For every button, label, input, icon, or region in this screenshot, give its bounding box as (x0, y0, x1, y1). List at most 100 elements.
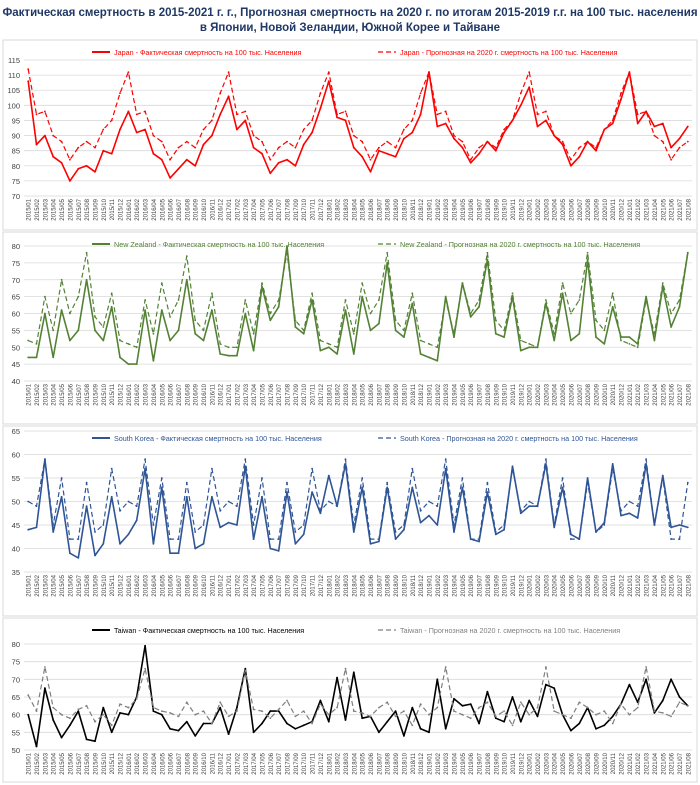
forecast-point (269, 158, 272, 161)
actual-point (302, 724, 305, 727)
actual-point (503, 528, 505, 531)
x-tick-label: 2018/02 (336, 574, 342, 596)
actual-point (453, 531, 455, 533)
actual-point (536, 715, 539, 718)
x-tick-label: 2015/02 (35, 574, 41, 596)
actual-point (85, 738, 88, 741)
forecast-point (519, 92, 522, 95)
y-tick-label: 35 (12, 568, 20, 577)
x-tick-label: 2020/09 (594, 574, 600, 596)
forecast-point (428, 713, 430, 716)
forecast-point (286, 251, 288, 254)
x-tick-label: 2018/03 (344, 574, 350, 596)
y-tick-label: 70 (12, 192, 20, 201)
x-tick-label: 2015/10 (102, 574, 108, 596)
forecast-point (211, 467, 213, 470)
forecast-point (44, 110, 46, 113)
x-tick-label: 2015/10 (102, 198, 108, 220)
actual-point (27, 713, 30, 716)
forecast-point (369, 158, 372, 161)
actual-point (386, 152, 389, 155)
legend-label: South Korea - Фактическая смертность на … (114, 434, 322, 443)
forecast-point (294, 319, 297, 322)
forecast-point (545, 666, 547, 668)
x-tick-label: 2017/03 (244, 752, 250, 774)
title-line-1: Фактическая смертность в 2015-2021 г. г.… (2, 7, 698, 19)
actual-point (110, 305, 113, 308)
x-tick-label: 2021/08 (686, 574, 692, 596)
x-tick-label: 2016/06 (169, 383, 175, 405)
forecast-point (277, 538, 280, 540)
forecast-point (236, 346, 238, 349)
forecast-point (403, 329, 405, 332)
forecast-point (611, 467, 614, 470)
forecast-point (319, 339, 322, 342)
actual-point (252, 538, 255, 540)
x-tick-label: 2015/12 (119, 383, 125, 405)
forecast-point (570, 538, 572, 540)
forecast-point (202, 128, 205, 131)
forecast-point (127, 343, 130, 345)
x-tick-label: 2019/08 (486, 752, 492, 774)
actual-point (361, 295, 364, 298)
y-tick-label: 60 (12, 711, 20, 720)
actual-point (227, 95, 230, 98)
actual-point (169, 177, 172, 179)
forecast-point (194, 319, 197, 322)
actual-point (419, 353, 422, 355)
actual-point (319, 107, 322, 110)
x-tick-label: 2015/03 (43, 383, 49, 405)
x-tick-label: 2018/07 (377, 383, 383, 405)
forecast-point (578, 146, 581, 149)
x-tick-label: 2018/10 (402, 752, 408, 774)
forecast-point (344, 458, 347, 461)
x-tick-label: 2020/09 (594, 383, 600, 405)
x-tick-label: 2020/02 (536, 752, 542, 774)
title-line-2: в Японии, Новой Зеландии, Южной Корее и … (199, 22, 501, 34)
forecast-point (185, 701, 188, 704)
forecast-point (336, 505, 338, 508)
x-tick-label: 2015/11 (110, 383, 116, 405)
forecast-point (436, 113, 439, 116)
x-tick-label: 2017/07 (277, 198, 283, 220)
actual-point (494, 533, 497, 536)
x-tick-label: 2018/01 (327, 198, 333, 220)
x-tick-label: 2019/06 (469, 574, 475, 596)
actual-point (236, 354, 238, 357)
actual-point (661, 474, 664, 477)
forecast-point (219, 343, 222, 345)
actual-point (528, 699, 531, 702)
x-tick-label: 2017/09 (294, 198, 300, 220)
actual-point (144, 128, 147, 131)
actual-point (478, 305, 480, 308)
x-tick-label: 2021/04 (653, 752, 659, 774)
forecast-point (269, 538, 272, 540)
actual-point (545, 683, 547, 686)
forecast-point (185, 481, 188, 484)
forecast-point (461, 282, 464, 284)
actual-point (85, 278, 88, 281)
forecast-point (294, 531, 297, 533)
forecast-point (444, 299, 447, 301)
x-tick-label: 2019/08 (486, 198, 492, 220)
actual-point (319, 512, 322, 515)
x-tick-label: 2016/04 (152, 198, 158, 220)
forecast-point (327, 343, 330, 345)
forecast-point (661, 282, 664, 284)
actual-point (60, 161, 63, 164)
actual-point (378, 731, 380, 734)
forecast-point (444, 666, 447, 668)
x-tick-label: 2018/10 (402, 574, 408, 596)
x-tick-label: 2015/06 (68, 383, 74, 405)
forecast-point (85, 481, 88, 484)
forecast-point (436, 505, 439, 508)
forecast-point (453, 134, 455, 137)
actual-point (269, 547, 272, 550)
actual-point (394, 155, 397, 158)
x-tick-label: 2019/03 (444, 198, 450, 220)
actual-point (277, 161, 280, 164)
actual-point (69, 724, 71, 727)
legend-label: Japan - Фактическая смертность на 100 ты… (114, 48, 301, 57)
